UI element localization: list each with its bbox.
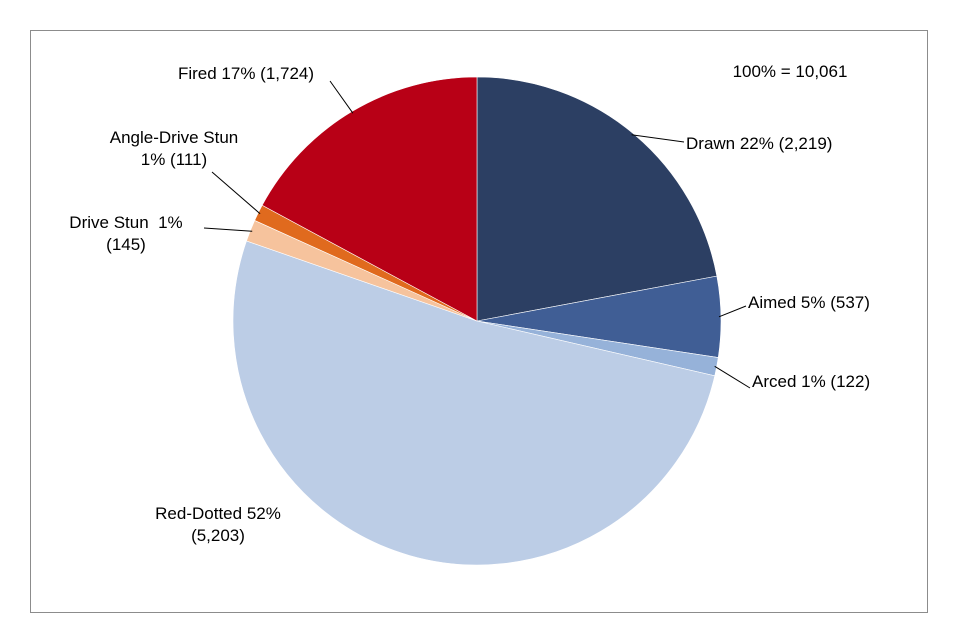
label-drawn: Drawn 22% (2,219) (686, 134, 832, 153)
chart-frame (30, 30, 928, 613)
label-drive-stun: Drive Stun 1% (145) (69, 213, 182, 254)
label-red-dotted: Red-Dotted 52% (5,203) (155, 504, 281, 545)
label-angle-drive-stun-line-1: Angle-Drive Stun (110, 128, 239, 147)
slice-drawn (476, 76, 718, 322)
leader-drawn (631, 134, 685, 143)
leader-lines (203, 80, 751, 389)
label-arced: Arced 1% (122) (752, 372, 870, 391)
label-fired-line-1: Fired 17% (1,724) (178, 64, 314, 83)
label-drive-stun-line-2: (145) (106, 235, 146, 254)
label-drawn-line-1: Drawn 22% (2,219) (686, 134, 832, 153)
label-aimed: Aimed 5% (537) (748, 293, 870, 312)
total-label: 100% = 10,061 (733, 62, 848, 81)
label-angle-drive-stun-line-2: 1% (111) (141, 150, 207, 169)
leader-angle-drive-stun (211, 171, 261, 215)
leader-drive-stun (203, 227, 253, 232)
label-red-dotted-line-1: Red-Dotted 52% (155, 504, 281, 523)
label-aimed-line-1: Aimed 5% (537) (748, 293, 870, 312)
slice-labels: Drawn 22% (2,219) Aimed 5% (537) Arced 1% … (69, 64, 870, 545)
slice-red-dotted (232, 240, 716, 566)
label-red-dotted-line-2: (5,203) (191, 526, 245, 545)
label-fired: Fired 17% (1,724) (178, 64, 314, 83)
leader-aimed (718, 305, 747, 318)
leader-fired (329, 80, 354, 114)
label-angle-drive-stun: Angle-Drive Stun 1% (111) (110, 128, 239, 169)
pie-slices (232, 76, 722, 566)
label-drive-stun-line-1: Drive Stun 1% (69, 213, 182, 232)
label-arced-line-1: Arced 1% (122) (752, 372, 870, 391)
leader-arced (714, 365, 751, 389)
